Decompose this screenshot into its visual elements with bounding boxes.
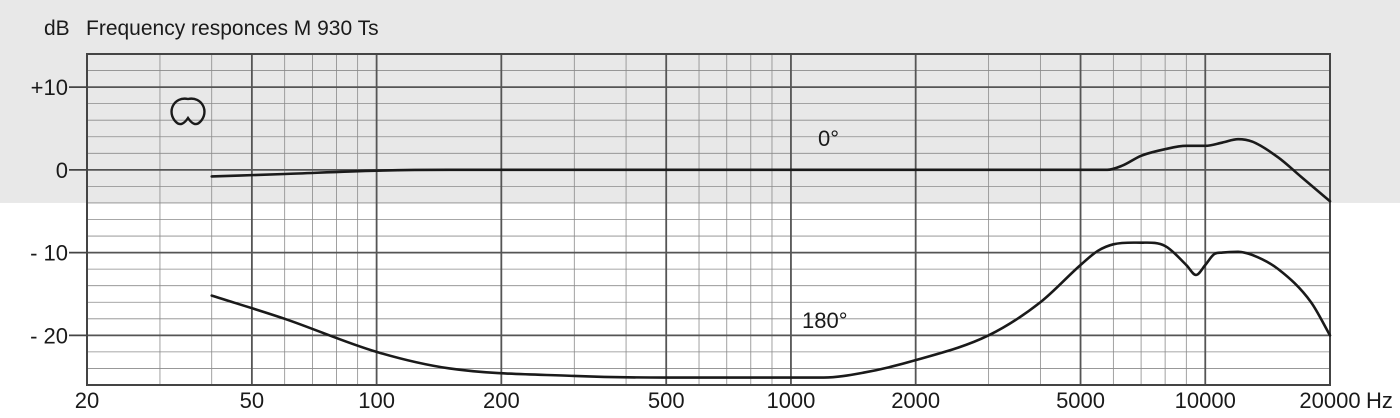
x-tick-labels: 20 50 100 200 500 1000 2000 5000 10000 20000 bbox=[75, 388, 1361, 413]
annotation-180-deg: 180° bbox=[802, 308, 848, 333]
x-tick-label: 10000 bbox=[1175, 388, 1236, 413]
y-axis-unit-label: dB bbox=[44, 17, 70, 40]
y-tick-label: 0 bbox=[56, 158, 68, 183]
plot-frame bbox=[69, 53, 1331, 386]
x-tick-label: 1000 bbox=[766, 388, 815, 413]
chart-title: Frequency responces M 930 Ts bbox=[86, 17, 379, 40]
x-tick-label: 100 bbox=[358, 388, 395, 413]
y-tick-label: - 10 bbox=[30, 241, 68, 266]
x-tick-label: 20000 bbox=[1299, 388, 1360, 413]
series-line-0 bbox=[210, 137, 1332, 203]
x-tick-label: 500 bbox=[648, 388, 685, 413]
plot-border bbox=[86, 53, 1331, 386]
x-tick-label: 50 bbox=[240, 388, 264, 413]
x-tick-label: 200 bbox=[483, 388, 520, 413]
cardioid-icon bbox=[170, 97, 206, 126]
x-tick-label: 20 bbox=[75, 388, 99, 413]
x-axis-unit-label: Hz bbox=[1366, 388, 1393, 413]
x-tick-label: 5000 bbox=[1056, 388, 1105, 413]
annotation-0-deg: 0° bbox=[818, 126, 839, 151]
y-tick-label: +10 bbox=[31, 75, 68, 100]
x-tick-label: 2000 bbox=[891, 388, 940, 413]
series-line-1 bbox=[210, 241, 1332, 379]
y-tick-labels: +10 0 - 10 - 20 bbox=[30, 75, 68, 348]
series-layer bbox=[210, 137, 1332, 379]
y-tick-label: - 20 bbox=[30, 323, 68, 348]
